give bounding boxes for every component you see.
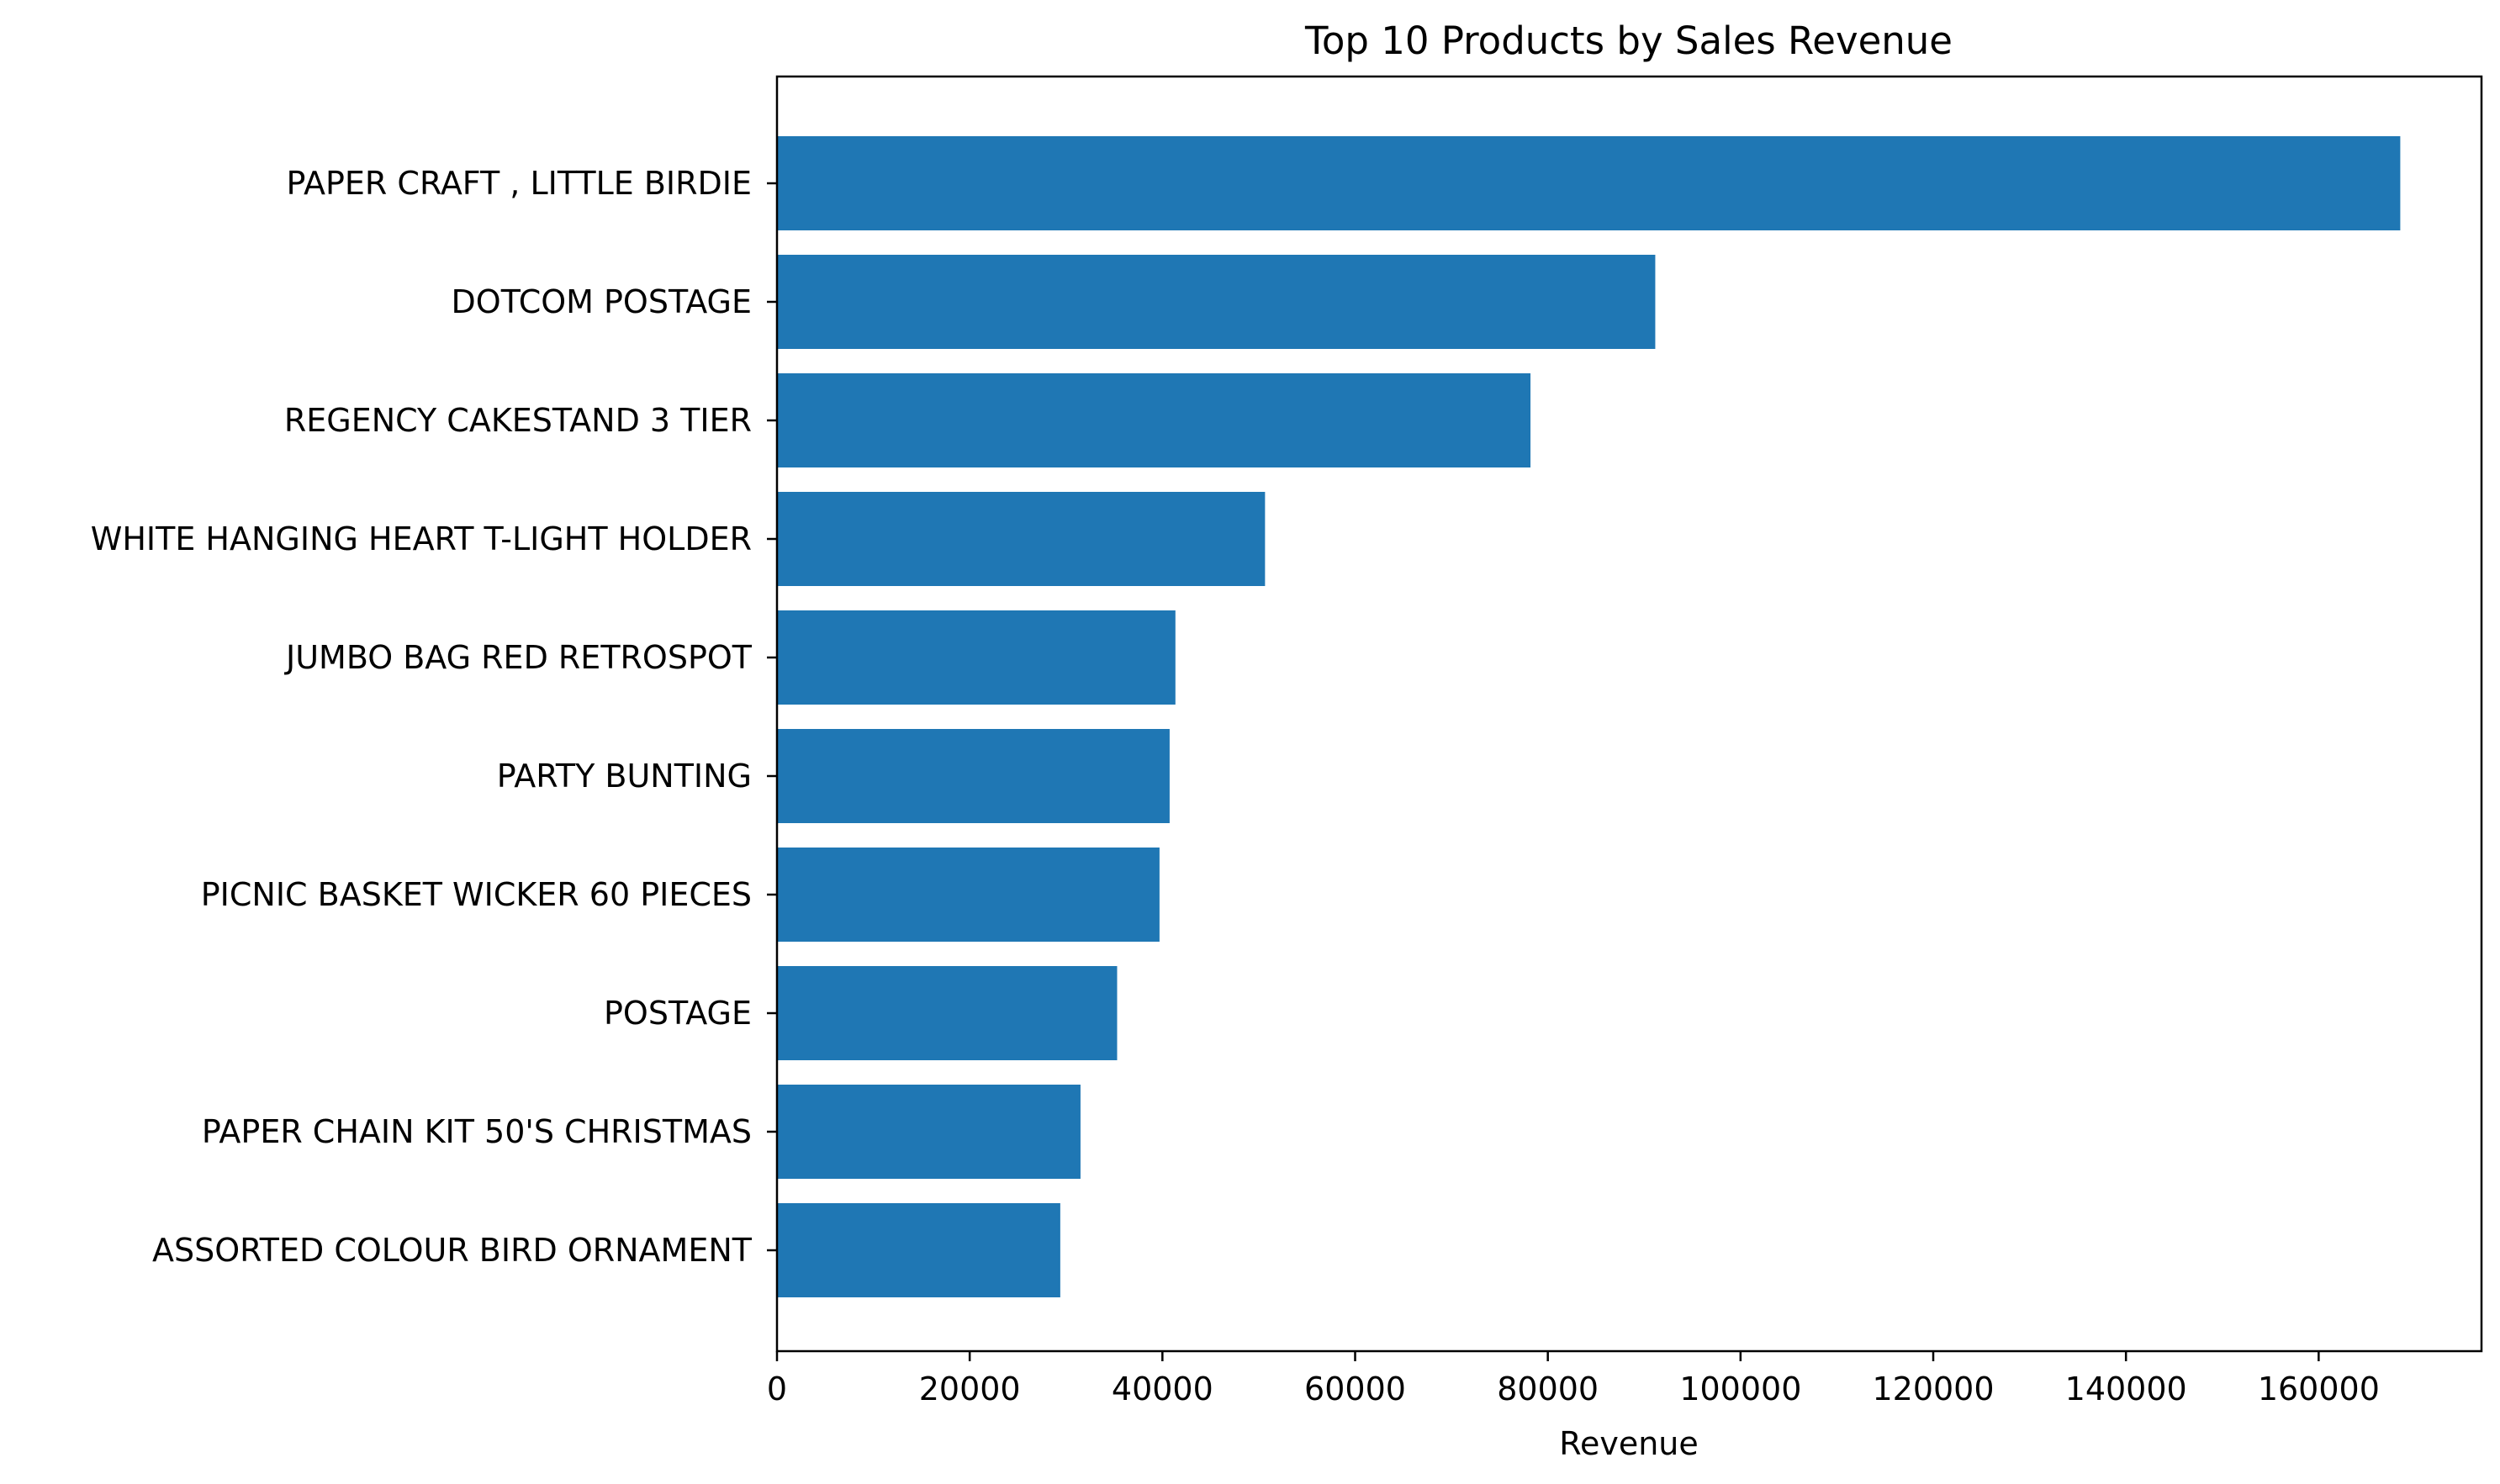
- x-tick-label: 120000: [1872, 1370, 1994, 1407]
- y-axis: PAPER CRAFT , LITTLE BIRDIE DOTCOM POSTAG…: [91, 165, 777, 1269]
- y-tick-label: JUMBO BAG RED RETROSPOT: [284, 639, 753, 676]
- x-tick-label: 140000: [2065, 1370, 2187, 1407]
- x-tick-label: 80000: [1497, 1370, 1599, 1407]
- chart-title: Top 10 Products by Sales Revenue: [1304, 18, 1953, 63]
- y-tick-label: POSTAGE: [604, 995, 752, 1032]
- x-tick-label: 40000: [1112, 1370, 1213, 1407]
- y-tick-label: PAPER CRAFT , LITTLE BIRDIE: [287, 165, 752, 202]
- x-tick-label: 0: [767, 1370, 787, 1407]
- bar-8: [777, 966, 1118, 1060]
- bar-5: [777, 610, 1176, 705]
- x-tick-label: 100000: [1679, 1370, 1801, 1407]
- x-axis: 0 20000 40000 60000 80000 100000 120000 140000 1…: [767, 1351, 2380, 1407]
- x-tick-label: 20000: [919, 1370, 1021, 1407]
- y-tick-label: DOTCOM POSTAGE: [452, 283, 752, 320]
- x-tick-label: 60000: [1304, 1370, 1406, 1407]
- bar-3: [777, 373, 1531, 467]
- y-tick-label: WHITE HANGING HEART T-LIGHT HOLDER: [91, 520, 752, 557]
- y-tick-label: PAPER CHAIN KIT 50'S CHRISTMAS: [202, 1113, 752, 1150]
- plot-frame: [775, 75, 2483, 1353]
- plot-border: [775, 75, 2483, 1353]
- bar-6: [777, 729, 1170, 823]
- bar-7: [777, 848, 1160, 942]
- bar-4: [777, 492, 1266, 586]
- y-tick-label: PARTY BUNTING: [497, 758, 752, 795]
- bar-1: [777, 136, 2401, 230]
- bar-9: [777, 1085, 1081, 1179]
- x-tick-label: 160000: [2258, 1370, 2380, 1407]
- y-tick-label: ASSORTED COLOUR BIRD ORNAMENT: [152, 1232, 753, 1269]
- y-tick-label: PICNIC BASKET WICKER 60 PIECES: [201, 876, 752, 913]
- bars-group: [777, 136, 2401, 1297]
- bar-10: [777, 1203, 1060, 1297]
- y-tick-label: REGENCY CAKESTAND 3 TIER: [284, 402, 752, 439]
- bar-2: [777, 255, 1656, 349]
- x-axis-label: Revenue: [1559, 1425, 1699, 1462]
